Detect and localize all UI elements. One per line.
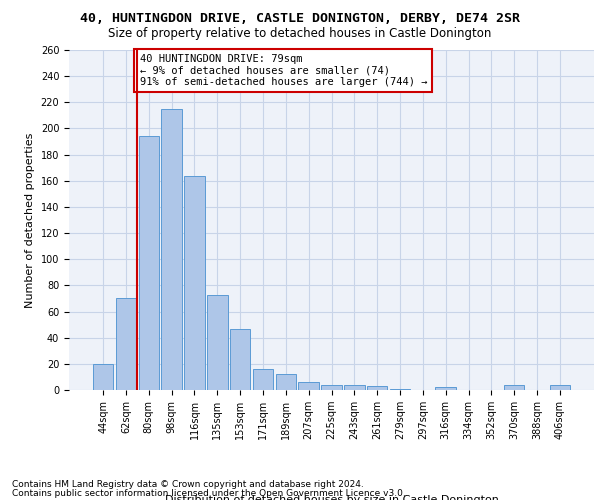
Bar — [321, 385, 342, 390]
Bar — [207, 294, 227, 390]
Bar — [184, 176, 205, 390]
Bar — [550, 385, 570, 390]
Text: 40 HUNTINGDON DRIVE: 79sqm
← 9% of detached houses are smaller (74)
91% of semi-: 40 HUNTINGDON DRIVE: 79sqm ← 9% of detac… — [140, 54, 427, 87]
Bar — [504, 385, 524, 390]
Bar — [139, 136, 159, 390]
Bar — [390, 388, 410, 390]
X-axis label: Distribution of detached houses by size in Castle Donington: Distribution of detached houses by size … — [164, 495, 499, 500]
Bar — [161, 109, 182, 390]
Bar — [275, 374, 296, 390]
Bar — [298, 382, 319, 390]
Bar — [116, 298, 136, 390]
Y-axis label: Number of detached properties: Number of detached properties — [25, 132, 35, 308]
Text: 40, HUNTINGDON DRIVE, CASTLE DONINGTON, DERBY, DE74 2SR: 40, HUNTINGDON DRIVE, CASTLE DONINGTON, … — [80, 12, 520, 26]
Bar — [344, 385, 365, 390]
Bar — [436, 388, 456, 390]
Text: Contains public sector information licensed under the Open Government Licence v3: Contains public sector information licen… — [12, 488, 406, 498]
Text: Contains HM Land Registry data © Crown copyright and database right 2024.: Contains HM Land Registry data © Crown c… — [12, 480, 364, 489]
Bar — [93, 364, 113, 390]
Bar — [230, 328, 250, 390]
Text: Size of property relative to detached houses in Castle Donington: Size of property relative to detached ho… — [109, 28, 491, 40]
Bar — [367, 386, 388, 390]
Bar — [253, 369, 273, 390]
